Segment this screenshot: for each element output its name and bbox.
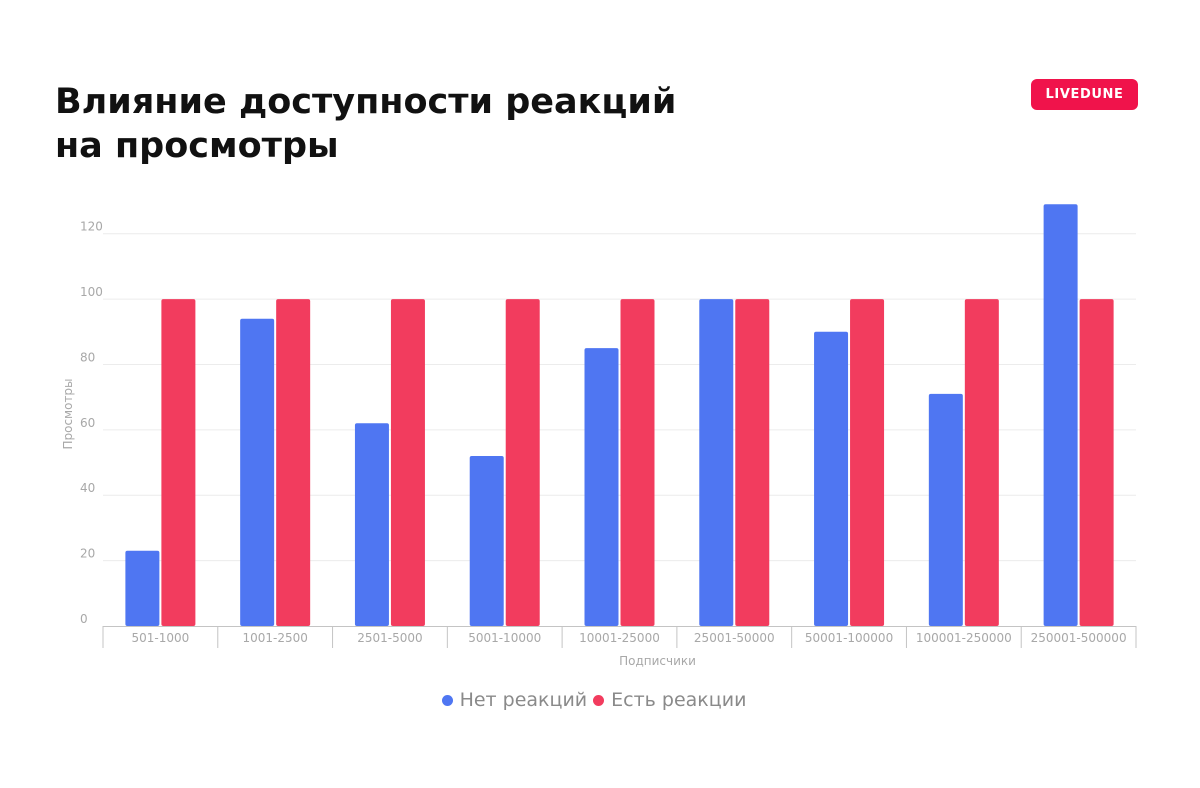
legend-dot-no-reactions [441, 694, 453, 706]
y-tick-label: 80 [80, 350, 95, 364]
bar-with-reactions [276, 299, 311, 626]
legend-label-no-reactions: Нет реакций [459, 689, 588, 711]
bar-with-reactions [620, 299, 655, 626]
chart-legend: Нет реакций Есть реакции [0, 689, 1188, 711]
y-tick-label: 60 [80, 416, 95, 430]
x-tick-label: 50001-100000 [805, 631, 893, 645]
bar-no-reactions [699, 299, 734, 626]
x-tick-label: 10001-25000 [579, 631, 660, 645]
x-tick-label: 5001-10000 [468, 631, 541, 645]
legend-item-with-reactions: Есть реакции [593, 689, 746, 711]
bar-no-reactions [1043, 204, 1078, 626]
x-tick-label: 501-1000 [131, 631, 189, 645]
livedune-logo-badge: LIVEDUNE [1031, 79, 1138, 110]
bar-with-reactions [735, 299, 770, 626]
legend-label-with-reactions: Есть реакции [611, 689, 747, 711]
bar-no-reactions [814, 331, 849, 626]
bar-no-reactions [469, 456, 504, 626]
y-axis-title: Просмотры [61, 378, 75, 449]
y-tick-label: 100 [80, 285, 103, 299]
bar-no-reactions [584, 348, 619, 626]
bar-no-reactions [240, 318, 275, 626]
x-tick-label: 100001-250000 [916, 631, 1012, 645]
bar-with-reactions [505, 299, 540, 626]
x-tick-label: 25001-50000 [694, 631, 775, 645]
bar-with-reactions [964, 299, 999, 626]
x-axis-title: Подписчики [619, 654, 696, 668]
bar-with-reactions [1079, 299, 1114, 626]
chart-title: Влияние доступности реакций на просмотры [55, 80, 676, 168]
bar-no-reactions [354, 423, 389, 626]
bar-no-reactions [125, 550, 160, 626]
bar-no-reactions [928, 393, 963, 626]
x-tick-label: 1001-2500 [242, 631, 307, 645]
x-tick-label: 250001-500000 [1031, 631, 1127, 645]
y-tick-label: 0 [80, 612, 88, 626]
y-tick-label: 120 [80, 220, 103, 234]
x-tick-label: 2501-5000 [357, 631, 422, 645]
legend-dot-with-reactions [593, 694, 605, 706]
legend-item-no-reactions: Нет реакций [441, 689, 588, 711]
chart-title-line-1: Влияние доступности реакций [55, 82, 677, 122]
y-tick-label: 40 [80, 481, 95, 495]
bar-with-reactions [850, 299, 885, 626]
y-tick-label: 20 [80, 547, 95, 561]
bar-with-reactions [161, 299, 196, 626]
chart-title-line-2: на просмотры [55, 126, 339, 166]
bar-with-reactions [390, 299, 425, 626]
